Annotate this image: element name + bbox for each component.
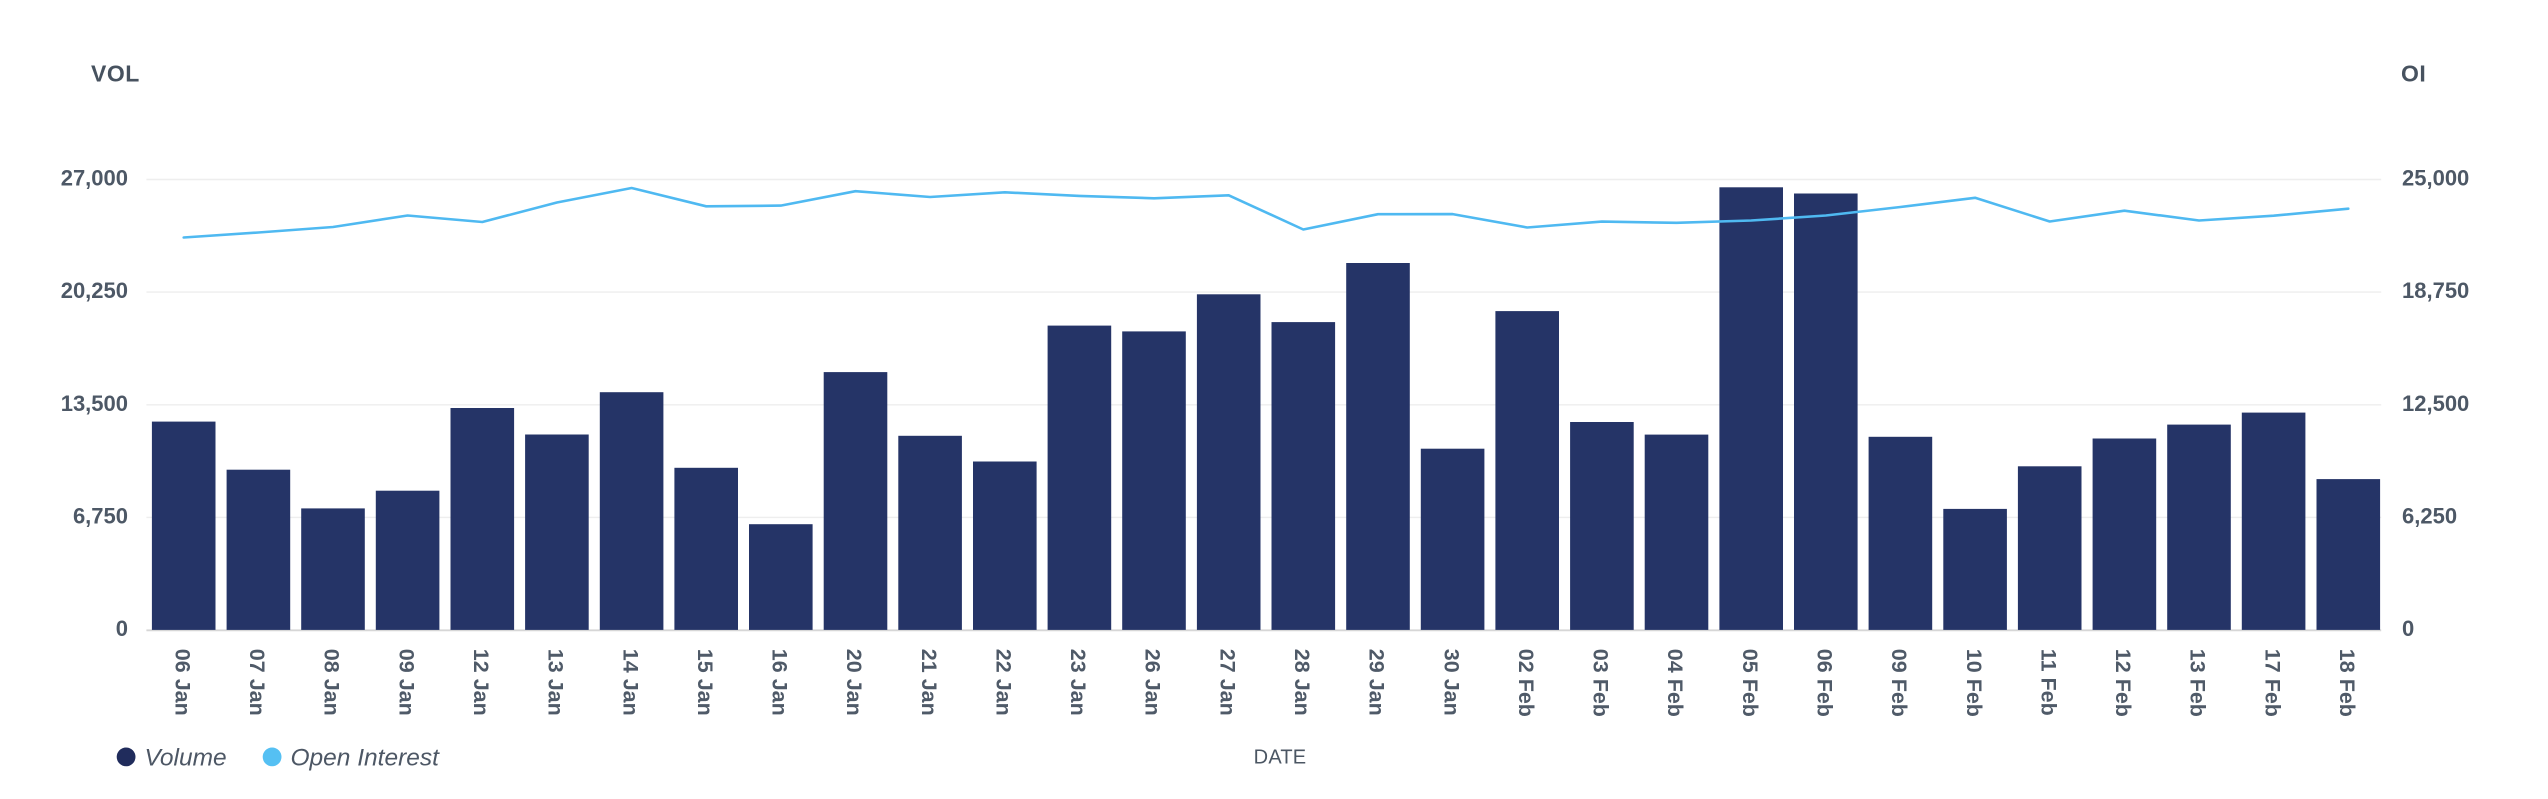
svg-text:27 Jan: 27 Jan (1215, 649, 1239, 716)
svg-text:12,500: 12,500 (2402, 391, 2469, 416)
svg-text:07 Jan: 07 Jan (245, 649, 269, 716)
svg-text:09 Feb: 09 Feb (1887, 649, 1911, 717)
svg-text:13 Feb: 13 Feb (2186, 649, 2210, 717)
svg-text:10 Feb: 10 Feb (1962, 649, 1986, 717)
svg-text:05 Feb: 05 Feb (1738, 649, 1762, 717)
svg-text:VOL: VOL (91, 61, 140, 87)
svg-text:06 Feb: 06 Feb (1813, 649, 1837, 717)
svg-text:17 Feb: 17 Feb (2260, 649, 2284, 717)
svg-text:22 Jan: 22 Jan (992, 649, 1016, 716)
svg-text:16 Jan: 16 Jan (768, 649, 792, 716)
svg-text:29 Jan: 29 Jan (1365, 649, 1389, 716)
svg-text:09 Jan: 09 Jan (394, 649, 418, 716)
svg-text:20 Jan: 20 Jan (842, 649, 866, 716)
svg-text:27,000: 27,000 (61, 166, 128, 191)
svg-text:20,250: 20,250 (61, 278, 128, 303)
svg-text:6,250: 6,250 (2402, 503, 2457, 528)
svg-text:21 Jan: 21 Jan (917, 649, 941, 716)
svg-text:11 Feb: 11 Feb (2036, 649, 2060, 716)
svg-text:23 Jan: 23 Jan (1066, 649, 1090, 716)
svg-text:18,750: 18,750 (2402, 278, 2469, 303)
svg-text:30 Jan: 30 Jan (1439, 649, 1463, 716)
svg-text:Volume: Volume (145, 745, 227, 772)
svg-text:02 Feb: 02 Feb (1514, 649, 1538, 717)
svg-text:04 Feb: 04 Feb (1663, 649, 1687, 717)
svg-text:DATE: DATE (1254, 747, 1307, 769)
svg-text:15 Jan: 15 Jan (693, 649, 717, 716)
svg-text:28 Jan: 28 Jan (1290, 649, 1314, 716)
svg-text:18 Feb: 18 Feb (2335, 649, 2359, 717)
svg-text:13,500: 13,500 (61, 391, 128, 416)
svg-text:OI: OI (2401, 61, 2426, 87)
svg-text:06 Jan: 06 Jan (170, 649, 194, 716)
svg-text:08 Jan: 08 Jan (320, 649, 344, 716)
svg-text:6,750: 6,750 (73, 503, 128, 528)
svg-text:0: 0 (2402, 616, 2414, 641)
svg-text:03 Feb: 03 Feb (1589, 649, 1613, 717)
svg-text:26 Jan: 26 Jan (1141, 649, 1165, 716)
svg-text:12 Feb: 12 Feb (2111, 649, 2135, 717)
svg-text:25,000: 25,000 (2402, 166, 2469, 191)
svg-text:13 Jan: 13 Jan (544, 649, 568, 716)
svg-text:Open Interest: Open Interest (291, 745, 441, 772)
svg-text:0: 0 (116, 616, 128, 641)
svg-text:14 Jan: 14 Jan (618, 649, 642, 716)
svg-text:12 Jan: 12 Jan (469, 649, 493, 716)
